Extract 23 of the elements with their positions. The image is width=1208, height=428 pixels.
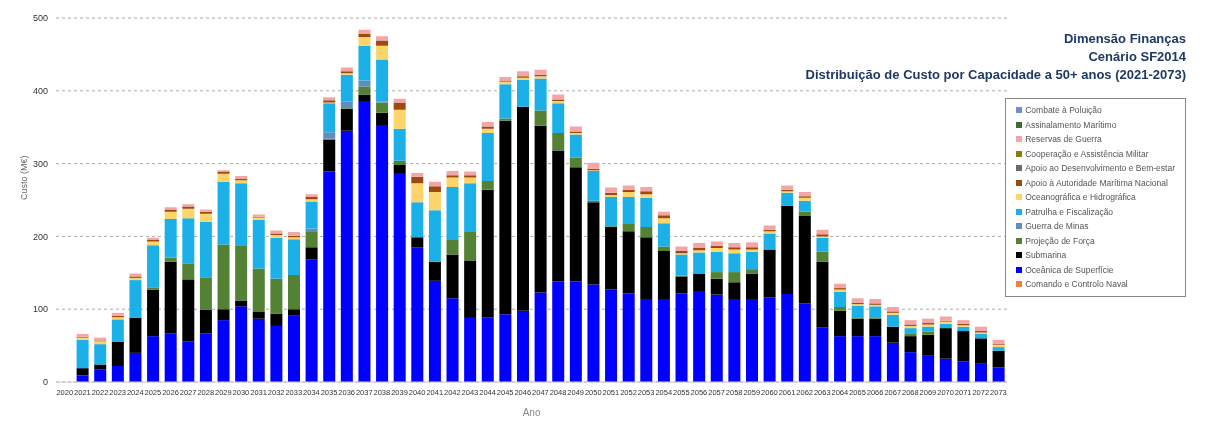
y-tick-label: 300 (32, 158, 48, 169)
legend-label: Cooperação e Assistência Militar (1025, 148, 1149, 159)
y-tick-label: 100 (32, 304, 48, 315)
legend-label: Apoio ao Desenvolvimento e Bem-estar (1025, 163, 1175, 174)
legend-label: Patrulha e Fiscalização (1025, 206, 1114, 217)
text: Dimensão Finanças (1062, 30, 1186, 48)
legend-label: Assinalamento Marítimo (1025, 119, 1117, 130)
legend-label: Oceanográfica e Hidrográfica (1025, 192, 1136, 203)
x-axis-title: Ano (522, 407, 541, 418)
text: Cenário SF2014 Distribuição de Custo por Capacidade a 50+ anos (2021-2073) (805, 48, 1186, 84)
y-tick-label: 200 (32, 231, 48, 242)
legend-label: Oceânica de Superfície (1025, 264, 1114, 275)
y-tick-label: 400 (32, 86, 48, 96)
legend-label: Reservas de Guerra (1025, 134, 1102, 145)
legend-label: Projeção de Força (1025, 235, 1095, 246)
legend-label: Combate à Poluição (1025, 105, 1102, 116)
y-tick-label: 500 (32, 13, 48, 24)
y-axis-title: Custo (M€) (19, 155, 30, 200)
legend-label: Submarina (1025, 250, 1067, 261)
legend-label: Guerra de Minas (1025, 221, 1089, 232)
legend-label: Apoio à Autoridade Marítima Nacional (1025, 177, 1168, 188)
legend-label: Comando e Controlo Naval (1025, 279, 1128, 290)
y-tick-label: 0 (42, 377, 48, 388)
